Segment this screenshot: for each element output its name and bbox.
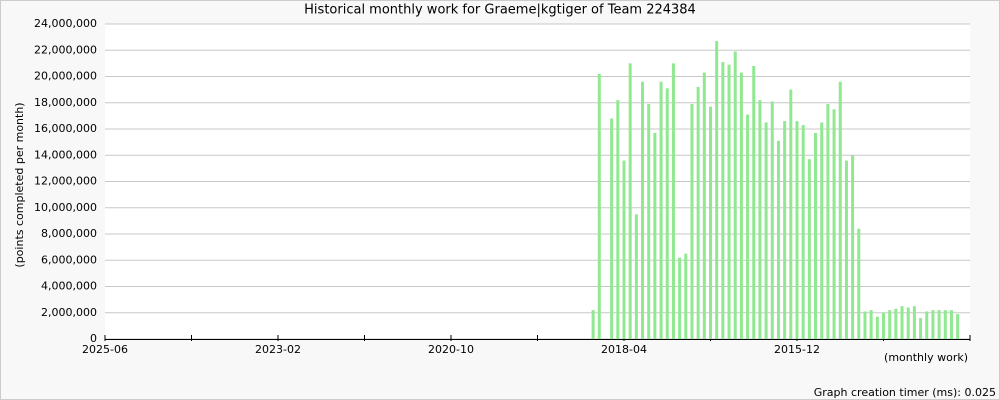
y-tick-label: 20,000,000 (34, 70, 97, 83)
bar (671, 63, 675, 339)
y-tick-label: 18,000,000 (34, 96, 97, 109)
x-axis-label: (monthly work) (884, 351, 968, 364)
y-tick-label: 22,000,000 (34, 43, 97, 56)
bar (875, 316, 879, 339)
bar (857, 228, 861, 339)
bar (912, 306, 916, 339)
bar (591, 310, 595, 339)
y-tick-label: 2,000,000 (41, 306, 97, 319)
y-tick-label: 0 (90, 332, 97, 345)
y-tick-label: 24,000,000 (34, 17, 97, 30)
bar (931, 310, 935, 339)
bar (776, 140, 780, 339)
y-tick-label: 4,000,000 (41, 280, 97, 293)
bar (702, 72, 706, 339)
bar (721, 62, 725, 339)
bar (949, 310, 953, 339)
x-tick-label: 2025-06 (82, 343, 128, 356)
x-tick-label: 2018-04 (601, 343, 647, 356)
bar (659, 81, 663, 339)
bar (616, 100, 620, 339)
bar (752, 66, 756, 339)
bar (634, 214, 638, 339)
chart-title: Historical monthly work for Graeme|kgtig… (304, 3, 696, 18)
bar (647, 104, 651, 339)
bar (733, 51, 737, 339)
bar (770, 101, 774, 339)
bar (795, 121, 799, 339)
bar (937, 310, 941, 339)
bar (943, 310, 947, 339)
bar (678, 257, 682, 339)
x-tick-label: 2023-02 (255, 343, 301, 356)
bar (690, 104, 694, 339)
bar (653, 132, 657, 339)
bar (925, 311, 929, 339)
y-axis-label: (points completed per month) (13, 102, 26, 267)
bar (900, 306, 904, 339)
x-tick-label: 2015-12 (774, 343, 820, 356)
bar (814, 132, 818, 339)
bar (919, 318, 923, 339)
bar (826, 104, 830, 339)
y-tick-label: 8,000,000 (41, 227, 97, 240)
y-tick-label: 10,000,000 (34, 201, 97, 214)
bar (758, 100, 762, 339)
bar (863, 311, 867, 339)
bar (610, 118, 614, 339)
footer: Graph creation timer (ms): 0.025 (814, 386, 996, 399)
bar (906, 307, 910, 339)
y-tick-label: 12,000,000 (34, 175, 97, 188)
x-tick-label: 2020-10 (428, 343, 474, 356)
y-tick-label: 14,000,000 (34, 148, 97, 161)
bar (869, 310, 873, 339)
bar (665, 88, 669, 339)
bar (746, 114, 750, 339)
y-tick-label: 16,000,000 (34, 122, 97, 135)
bar (789, 89, 793, 339)
bar (641, 81, 645, 339)
bar (820, 122, 824, 339)
bar (709, 106, 712, 339)
bar (956, 314, 960, 339)
bar (739, 72, 743, 339)
y-tick-label: 6,000,000 (41, 253, 97, 266)
bar (807, 159, 811, 339)
bar (851, 155, 855, 339)
bar (727, 64, 731, 339)
bar (888, 310, 892, 339)
bar (684, 253, 688, 339)
bar (801, 125, 805, 339)
bar (894, 308, 898, 339)
bar (832, 109, 836, 339)
bar (696, 87, 700, 339)
bar (628, 63, 632, 339)
bar (838, 81, 842, 339)
bar (622, 160, 626, 339)
bar (844, 160, 848, 339)
bar (882, 312, 885, 339)
bar (764, 122, 768, 339)
bar (597, 73, 601, 339)
bar (715, 41, 719, 339)
bar (783, 121, 787, 339)
